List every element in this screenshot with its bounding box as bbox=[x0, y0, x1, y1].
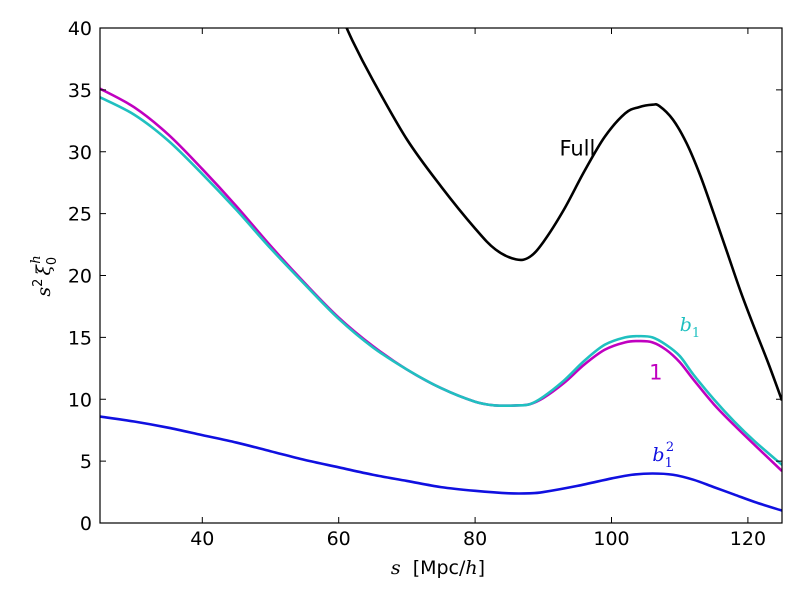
x-tick-label: 80 bbox=[463, 528, 487, 550]
y-tick-label: 10 bbox=[68, 389, 92, 411]
y-tick-label: 30 bbox=[68, 142, 92, 164]
annotations: Full 1 b1 b12 bbox=[559, 136, 700, 471]
y-axis-label: s2ξ0h bbox=[29, 255, 60, 296]
annotation-full: Full bbox=[559, 136, 595, 160]
annotation-b-1-2: b12 bbox=[652, 440, 674, 471]
series-line-1 bbox=[100, 87, 782, 472]
annotation-b-1: b1 bbox=[680, 314, 700, 341]
x-tick-label: 40 bbox=[190, 528, 214, 550]
axis-ticks: 40 60 80 100 120 0 5 10 15 20 25 30 35 40 bbox=[68, 18, 782, 550]
series-line-b-1-2 bbox=[100, 415, 782, 512]
x-tick-label: 100 bbox=[593, 528, 629, 550]
y-tick-label: 5 bbox=[80, 451, 92, 473]
y-tick-label: 35 bbox=[68, 80, 92, 102]
x-tick-label: 60 bbox=[327, 528, 351, 550]
series-line-full bbox=[345, 28, 782, 401]
plot-frame bbox=[99, 27, 783, 524]
y-tick-label: 20 bbox=[68, 266, 92, 288]
y-tick-label: 25 bbox=[68, 204, 92, 226]
x-axis-label: s [Mpc/h] bbox=[391, 557, 485, 579]
y-axis-label-group: s2ξ0h bbox=[29, 255, 60, 296]
x-tick-label: 120 bbox=[730, 528, 766, 550]
annotation-1: 1 bbox=[649, 360, 662, 384]
y-tick-label: 15 bbox=[68, 327, 92, 349]
series-line-b-1 bbox=[100, 96, 782, 466]
y-tick-label: 40 bbox=[68, 18, 92, 40]
series-lines bbox=[100, 28, 782, 512]
y-tick-label: 0 bbox=[80, 513, 92, 535]
